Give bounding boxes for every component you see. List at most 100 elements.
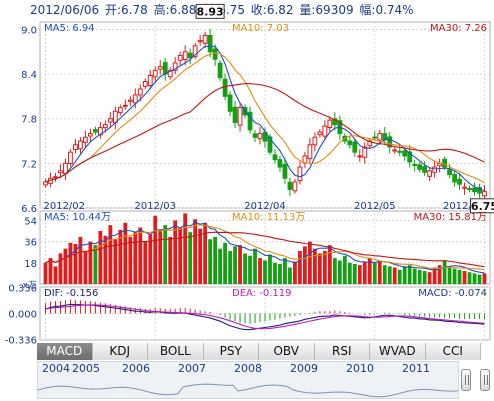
volume-bar bbox=[293, 261, 297, 284]
volume-bar bbox=[48, 258, 53, 284]
tab-cci[interactable]: CCI bbox=[425, 343, 481, 360]
candle-body bbox=[432, 166, 438, 173]
year-label: 2005 bbox=[72, 362, 100, 375]
timeline-navigator[interactable]: 2004 2005 2006 2007 2008 2009 2010 2011 bbox=[37, 361, 459, 399]
candle-body bbox=[177, 54, 183, 61]
volume-ma10-line bbox=[45, 224, 485, 271]
price-annotation-box bbox=[470, 198, 494, 214]
candle-body bbox=[297, 166, 303, 182]
volume-bar bbox=[467, 272, 472, 284]
volume-bar bbox=[173, 220, 178, 284]
candle-body bbox=[68, 151, 73, 164]
candle-body bbox=[132, 94, 138, 104]
indicator-tabs: MACD KDJ BOLL PSY OBV RSI WVAD CCI bbox=[37, 343, 481, 360]
volume-bar bbox=[362, 261, 367, 284]
volume-bar bbox=[193, 219, 198, 284]
tab-kdj[interactable]: KDJ bbox=[92, 343, 148, 360]
tab-psy[interactable]: PSY bbox=[203, 343, 259, 360]
candle-body bbox=[392, 149, 398, 152]
volume-bar bbox=[143, 241, 148, 284]
volume-bar bbox=[482, 273, 487, 284]
volume-bar bbox=[382, 265, 387, 284]
candle-body bbox=[327, 119, 333, 128]
candle-body bbox=[147, 75, 153, 87]
candle-body bbox=[307, 144, 313, 160]
volume-bar bbox=[248, 255, 252, 284]
candle-body bbox=[58, 170, 63, 174]
volume-bar bbox=[223, 242, 227, 284]
candle-body bbox=[172, 62, 178, 71]
price-tick-label: 7.2 bbox=[21, 159, 37, 170]
timeline-right-handle[interactable] bbox=[480, 369, 490, 391]
candle-body bbox=[197, 40, 203, 43]
price-annotation-label: 6.75 bbox=[471, 200, 494, 213]
volume-bar bbox=[437, 265, 442, 284]
volume-bar bbox=[407, 265, 412, 284]
candle-body bbox=[417, 164, 423, 170]
year-label: 2008 bbox=[234, 362, 262, 375]
volume-bar bbox=[233, 246, 237, 284]
candle-body bbox=[382, 133, 388, 141]
candle-body bbox=[202, 34, 208, 44]
quote-close: 收:6.82 bbox=[250, 3, 294, 17]
volume-tick-label: 54 bbox=[24, 216, 37, 227]
volume-bar bbox=[53, 266, 58, 284]
tab-macd[interactable]: MACD bbox=[37, 343, 93, 360]
price-legend-ma5: MA5: 6.94 bbox=[44, 23, 95, 34]
candle-body bbox=[312, 136, 318, 146]
candle-body bbox=[467, 188, 472, 191]
candle-body bbox=[357, 155, 363, 158]
price-annotation-box bbox=[195, 3, 225, 19]
volume-bar bbox=[412, 268, 417, 284]
volume-bar bbox=[342, 255, 347, 284]
tab-obv[interactable]: OBV bbox=[259, 343, 315, 360]
tab-boll[interactable]: BOLL bbox=[148, 343, 204, 360]
volume-bar bbox=[108, 225, 113, 284]
price-tick-label: 6.6 bbox=[21, 204, 37, 215]
candle-body bbox=[73, 144, 78, 151]
candle-body bbox=[182, 51, 188, 60]
quote-change: 幅:0.74% bbox=[359, 3, 414, 17]
candle-body bbox=[482, 191, 487, 197]
candle-body bbox=[387, 136, 393, 148]
volume-bar bbox=[377, 260, 382, 284]
candle-body bbox=[472, 187, 477, 193]
price-tick-label: 9.0 bbox=[21, 25, 37, 36]
date-tick-label: 2012/02 bbox=[43, 201, 85, 212]
ma30-line bbox=[45, 83, 485, 183]
tab-rsi[interactable]: RSI bbox=[314, 343, 370, 360]
timeline-left-handle[interactable] bbox=[461, 369, 471, 391]
volume-bar bbox=[178, 227, 183, 284]
candle-body bbox=[92, 129, 98, 133]
volume-bar bbox=[298, 251, 302, 284]
volume-bar bbox=[138, 227, 143, 284]
candle-body bbox=[317, 131, 323, 136]
volume-bar bbox=[198, 228, 203, 284]
volume-bar bbox=[268, 254, 272, 284]
candle-body bbox=[427, 170, 433, 177]
candle-body bbox=[257, 133, 263, 140]
candle-body bbox=[83, 136, 88, 143]
volume-legend-ma30: MA30: 15.81万 bbox=[414, 212, 487, 223]
volume-bar bbox=[417, 269, 422, 284]
candle-body bbox=[437, 162, 443, 167]
ma5-line bbox=[45, 45, 485, 192]
candle-body bbox=[412, 164, 418, 167]
candle-body bbox=[442, 158, 447, 168]
candle-body bbox=[227, 94, 233, 112]
tab-wvad[interactable]: WVAD bbox=[370, 343, 426, 360]
volume-bar bbox=[253, 248, 257, 284]
volume-bar bbox=[83, 251, 88, 284]
candle-body bbox=[292, 181, 298, 192]
macd-legend-dea: DEA: -0.119 bbox=[232, 288, 291, 299]
candle-body bbox=[78, 140, 83, 150]
volume-bar bbox=[218, 248, 222, 284]
price-tick-label: 8.4 bbox=[21, 70, 37, 81]
volume-bar bbox=[263, 260, 267, 284]
volume-bar bbox=[188, 232, 193, 284]
volume-bar bbox=[472, 273, 477, 284]
candle-body bbox=[222, 78, 228, 97]
macd-legend-macd: MACD: -0.074 bbox=[418, 288, 487, 299]
year-label: 2009 bbox=[290, 362, 318, 375]
volume-bar bbox=[457, 269, 462, 284]
